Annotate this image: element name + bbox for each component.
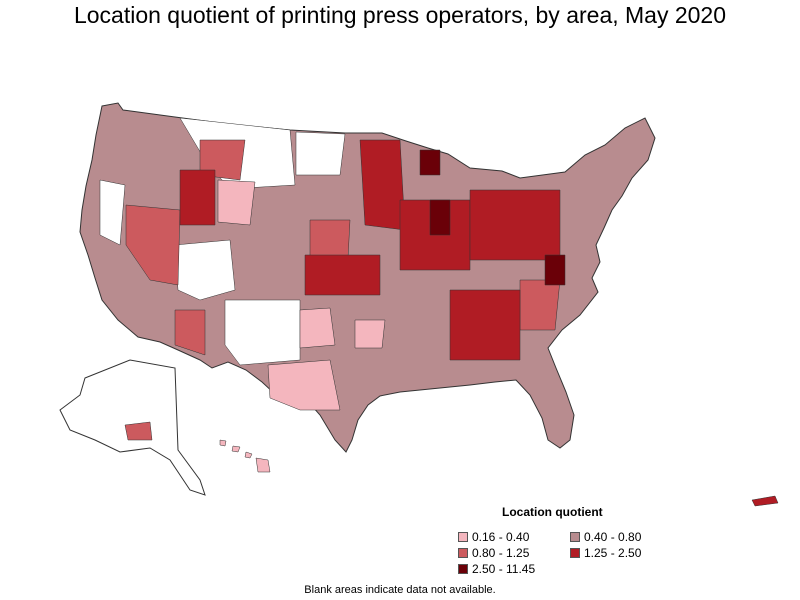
alaska-area	[124, 421, 153, 441]
legend-swatch	[458, 548, 468, 558]
area-lq-1.25-2.50	[304, 254, 381, 296]
area-no-data	[224, 299, 301, 366]
legend-item-1.25-2.50: 1.25 - 2.50	[570, 546, 641, 560]
map-areas	[99, 117, 566, 411]
map-title: Location quotient of printing press oper…	[73, 2, 727, 28]
legend-label: 0.40 - 0.80	[584, 530, 642, 544]
puerto-rico	[751, 495, 779, 507]
hawaii	[219, 439, 271, 473]
legend-swatch	[570, 532, 580, 542]
area-lq-0.80-1.25	[309, 219, 351, 259]
legend-swatch	[458, 564, 468, 574]
footnote: Blank areas indicate data not available.	[304, 584, 496, 596]
area-no-data	[174, 239, 236, 301]
area-lq-2.50-11.45	[429, 199, 451, 236]
area-lq-2.50-11.45	[419, 149, 441, 176]
legend-label: 1.25 - 2.50	[584, 546, 642, 560]
legend-item-0.80-1.25: 0.80 - 1.25	[458, 546, 529, 560]
area-lq-1.25-2.50	[449, 289, 521, 361]
area-lq-0.80-1.25	[519, 279, 561, 331]
legend-label: 0.16 - 0.40	[472, 530, 530, 544]
area-no-data	[295, 131, 346, 176]
legend-swatch	[570, 548, 580, 558]
legend-title: Location quotient	[502, 505, 603, 519]
area-lq-1.25-2.50	[469, 189, 561, 261]
legend-swatch	[458, 532, 468, 542]
legend-label: 0.80 - 1.25	[472, 546, 530, 560]
area-lq-2.50-11.45	[544, 254, 566, 286]
legend-label: 2.50 - 11.45	[472, 562, 536, 576]
area-no-data	[99, 179, 126, 246]
area-lq-0.16-0.40	[299, 307, 336, 349]
area-lq-0.16-0.40	[354, 319, 386, 349]
area-lq-0.80-1.25	[125, 204, 181, 286]
legend-item-2.50-11.45: 2.50 - 11.45	[458, 562, 535, 576]
area-lq-1.25-2.50	[359, 139, 406, 231]
area-lq-0.16-0.40	[267, 359, 341, 411]
area-lq-0.80-1.25	[174, 309, 206, 356]
area-lq-1.25-2.50	[179, 169, 216, 226]
area-lq-0.16-0.40	[217, 179, 256, 226]
legend-item-0.40-0.80: 0.40 - 0.80	[570, 530, 641, 544]
legend-item-0.16-0.40: 0.16 - 0.40	[458, 530, 529, 544]
